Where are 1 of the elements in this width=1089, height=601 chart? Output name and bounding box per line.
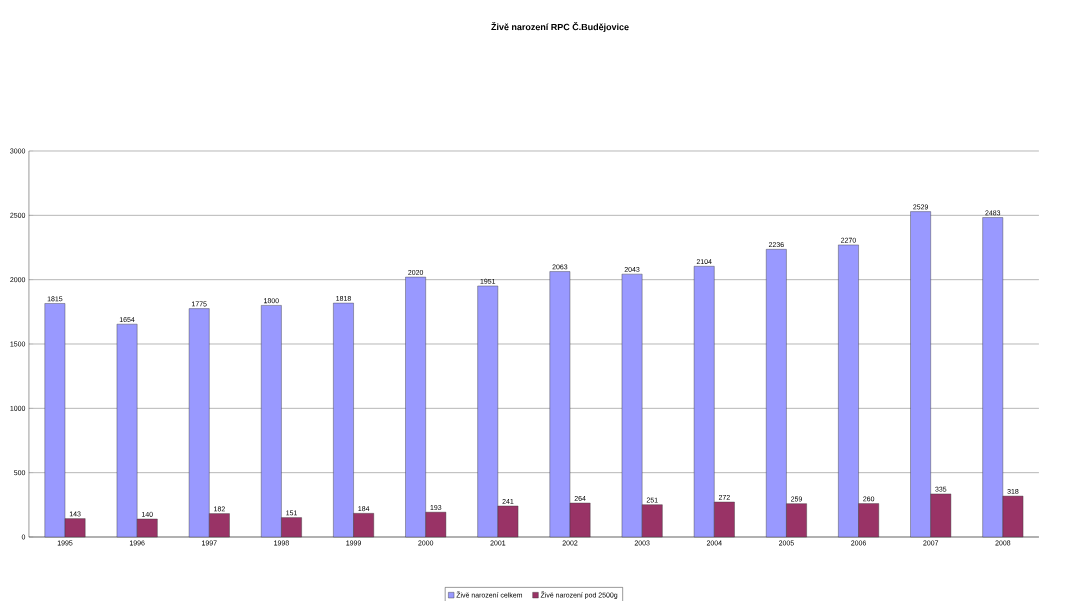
chart-title: Živě narození RPC Č.Budějovice bbox=[491, 22, 629, 32]
